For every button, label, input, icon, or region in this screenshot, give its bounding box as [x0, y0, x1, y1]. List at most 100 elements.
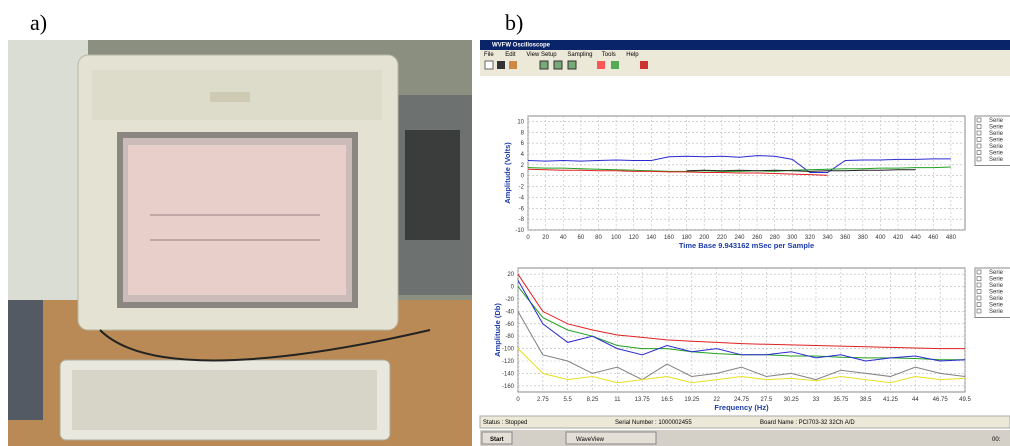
legend-label: Serie: [989, 138, 1004, 144]
x-tick-label: 200: [699, 235, 710, 241]
task-label: WaveView: [576, 437, 605, 443]
legend-checkbox[interactable]: [976, 130, 982, 136]
x-tick-label: 35.75: [833, 397, 849, 403]
y-tick-label: -160: [502, 384, 515, 390]
task-button[interactable]: [565, 431, 657, 445]
y-tick-label: -6: [519, 206, 525, 212]
legend-label: Serie: [989, 144, 1004, 150]
legend-checkbox[interactable]: [976, 150, 982, 155]
tool-icon[interactable]: [640, 61, 648, 69]
y-tick-label: 0: [521, 174, 525, 180]
x-tick-label: 240: [734, 235, 745, 241]
y-tick-label: -40: [505, 309, 514, 315]
series-line: [517, 273, 965, 350]
x-tick-label: 480: [946, 235, 957, 241]
x-tick-label: 20: [542, 235, 549, 241]
y-axis-label: Amplitude (Db): [493, 303, 502, 357]
menu-item[interactable]: File: [484, 52, 494, 58]
legend-checkbox[interactable]: [976, 282, 982, 288]
y-tick-label: -10: [515, 228, 524, 234]
x-tick-label: 19.25: [684, 397, 700, 403]
tool-icon[interactable]: [567, 60, 577, 70]
x-tick-label: 140: [646, 235, 657, 241]
legend-checkbox[interactable]: [976, 289, 982, 294]
y-tick-label: -60: [505, 322, 514, 328]
legend-label: Serie: [989, 296, 1004, 302]
legend-checkbox[interactable]: [976, 302, 982, 307]
x-tick-label: 41.25: [883, 397, 899, 403]
x-tick-label: 120: [629, 235, 640, 241]
x-tick-label: 5.5: [563, 397, 572, 403]
tool-icon[interactable]: [597, 61, 605, 69]
y-tick-label: 2: [521, 163, 525, 169]
menu-item[interactable]: Help: [626, 52, 639, 58]
legend-checkbox[interactable]: [976, 295, 982, 301]
x-tick-label: 220: [717, 235, 728, 241]
legend-checkbox[interactable]: [976, 143, 982, 149]
tool-icon[interactable]: [497, 61, 505, 69]
menu-item[interactable]: Sampling: [567, 52, 592, 58]
x-tick-label: 340: [823, 235, 834, 241]
legend-checkbox[interactable]: [976, 276, 982, 281]
x-tick-label: 8.25: [587, 397, 599, 403]
y-tick-label: -140: [502, 371, 515, 377]
legend-checkbox[interactable]: [976, 117, 982, 123]
y-tick-label: 6: [521, 141, 525, 147]
series-line: [686, 169, 916, 172]
x-tick-label: 0: [526, 235, 530, 241]
legend-label: Serie: [989, 309, 1004, 315]
photo: [8, 40, 472, 446]
x-tick-label: 16.5: [661, 397, 673, 403]
x-tick-label: 60: [578, 235, 585, 241]
legend-checkbox[interactable]: [976, 308, 982, 314]
legend-checkbox[interactable]: [976, 137, 982, 142]
tool-icon[interactable]: [484, 60, 494, 70]
series-line: [517, 348, 966, 384]
x-tick-label: 22: [713, 397, 720, 403]
x-axis-label: Frequency (Hz): [714, 403, 769, 412]
x-tick-label: 460: [928, 235, 939, 241]
y-tick-label: -120: [502, 359, 515, 365]
y-tick-label: -80: [505, 334, 514, 340]
legend-checkbox[interactable]: [976, 269, 982, 275]
tool-icon[interactable]: [611, 61, 619, 69]
tool-icon[interactable]: [553, 60, 563, 70]
start-button[interactable]: [481, 431, 513, 445]
series-line: [517, 311, 966, 381]
x-tick-label: 24.75: [734, 397, 750, 403]
y-tick-label: 0: [511, 285, 515, 291]
y-tick-label: -4: [519, 195, 525, 201]
start-label: Start: [490, 437, 504, 443]
x-tick-label: 27.5: [760, 397, 772, 403]
x-tick-label: 40: [560, 235, 567, 241]
x-tick-label: 380: [858, 235, 869, 241]
legend-label: Serie: [989, 277, 1004, 283]
clock: 00:: [992, 437, 1001, 443]
legend-label: Serie: [989, 290, 1004, 296]
legend-checkbox[interactable]: [976, 124, 982, 129]
x-tick-label: 30.25: [784, 397, 800, 403]
x-tick-label: 180: [682, 235, 693, 241]
legend-label: Serie: [989, 303, 1004, 309]
legend-label: Serie: [989, 118, 1004, 124]
menu-item[interactable]: Edit: [505, 52, 516, 58]
series-line: [527, 166, 951, 172]
x-tick-label: 420: [893, 235, 904, 241]
legend-label: Serie: [989, 131, 1004, 137]
x-tick-label: 300: [787, 235, 798, 241]
x-tick-label: 360: [840, 235, 851, 241]
menu-item[interactable]: View Setup: [526, 52, 557, 58]
tool-icon[interactable]: [509, 61, 517, 69]
panel-label: a): [30, 10, 47, 35]
menu-item[interactable]: Tools: [602, 52, 616, 58]
tool-icon[interactable]: [539, 60, 549, 70]
x-tick-label: 280: [770, 235, 781, 241]
x-tick-label: 0: [516, 397, 520, 403]
x-tick-label: 44: [912, 397, 919, 403]
x-tick-label: 260: [752, 235, 763, 241]
y-tick-label: -8: [519, 217, 525, 223]
y-tick-label: -100: [502, 347, 515, 353]
legend-checkbox[interactable]: [976, 156, 982, 162]
legend-label: Serie: [989, 283, 1004, 289]
